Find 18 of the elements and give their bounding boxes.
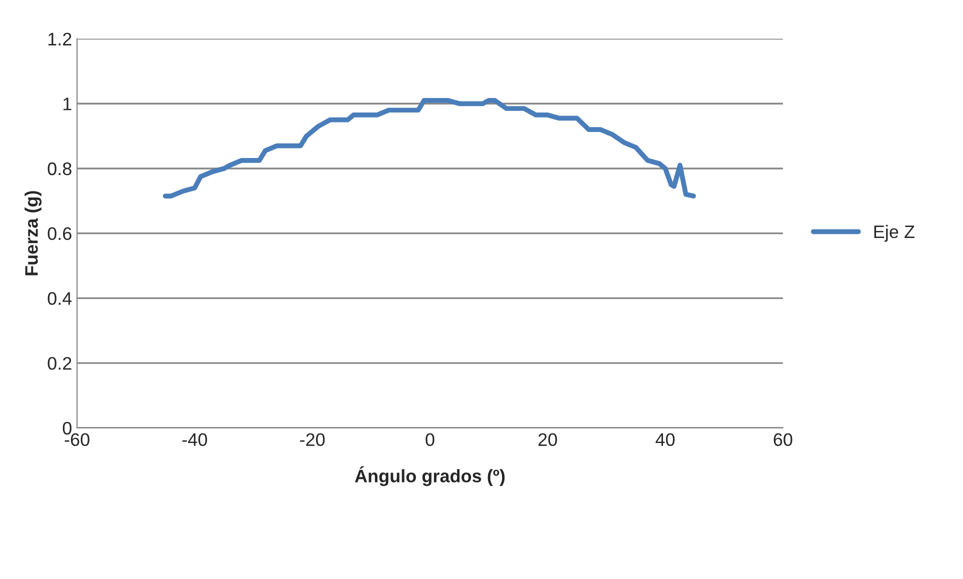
x-tick-label: -20	[300, 433, 325, 446]
x-tick-label: 20	[538, 433, 557, 446]
x-tick-label: 40	[656, 433, 675, 446]
x-tick-label: 0	[426, 433, 434, 446]
x-tick-label: -60	[64, 433, 90, 446]
y-tick-label: 0.8	[48, 162, 72, 176]
x-tick-label: 60	[774, 433, 792, 446]
legend-label: Eje Z	[874, 224, 914, 242]
x-axis-title: Ángulo grados (º)	[354, 466, 505, 486]
y-axis-title: Fuerza (g)	[24, 191, 42, 276]
line-series	[162, 98, 696, 198]
x-tick-label: -40	[182, 433, 208, 446]
y-tick-label: 1	[64, 98, 72, 110]
y-tick-label: 0.4	[48, 292, 72, 305]
y-tick-label: 1.2	[48, 32, 72, 46]
y-tick-label: 0.2	[48, 356, 72, 370]
y-tick-label: 0.6	[48, 227, 72, 240]
y-tick-label: 0	[62, 422, 72, 435]
